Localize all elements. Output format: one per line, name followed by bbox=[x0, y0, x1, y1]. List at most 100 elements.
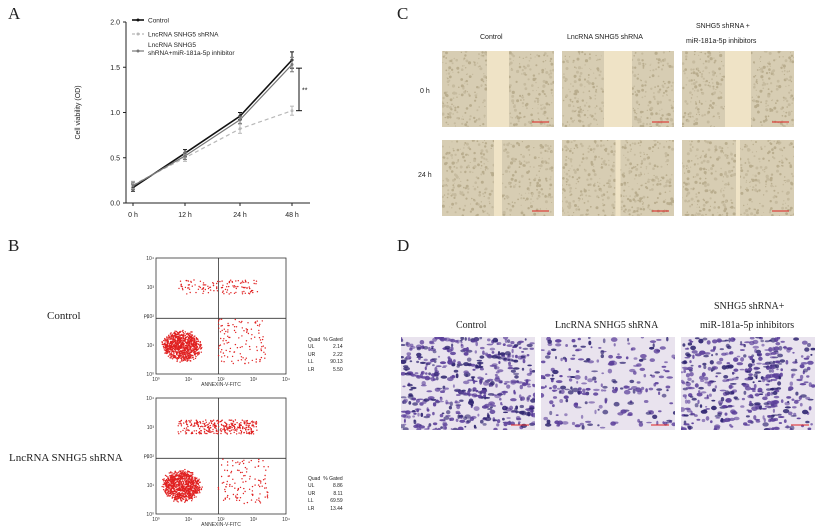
cell-texture bbox=[531, 124, 533, 126]
cell-texture bbox=[709, 54, 712, 57]
cell-texture bbox=[719, 146, 722, 149]
event-dot bbox=[246, 423, 247, 424]
cell-texture bbox=[649, 179, 650, 180]
cell-texture bbox=[538, 184, 541, 187]
cell-texture bbox=[580, 83, 583, 86]
cell-texture bbox=[491, 206, 493, 208]
cell-texture bbox=[462, 156, 465, 159]
cell-texture bbox=[597, 145, 599, 147]
event-dot bbox=[187, 336, 188, 337]
event-dot bbox=[244, 423, 245, 424]
cell-texture bbox=[650, 112, 653, 115]
event-dot bbox=[220, 344, 221, 345]
cell-texture bbox=[709, 141, 712, 144]
cell-texture bbox=[745, 189, 746, 190]
event-dot bbox=[178, 474, 179, 475]
cell-texture bbox=[659, 101, 662, 104]
cell-texture bbox=[576, 71, 579, 74]
event-dot bbox=[217, 281, 218, 282]
cell-texture bbox=[536, 54, 538, 56]
event-dot bbox=[247, 322, 248, 323]
cell-texture bbox=[594, 113, 596, 115]
cell-texture bbox=[445, 162, 447, 164]
event-dot bbox=[225, 340, 226, 341]
cell-texture bbox=[779, 173, 781, 175]
event-dot bbox=[227, 495, 228, 496]
cell-texture bbox=[791, 111, 792, 112]
cell-texture bbox=[546, 124, 549, 127]
cell-texture bbox=[712, 164, 715, 167]
cell-texture bbox=[601, 194, 604, 197]
event-dot bbox=[172, 485, 173, 486]
cell-texture bbox=[477, 140, 479, 142]
event-dot bbox=[196, 477, 197, 478]
cell-texture bbox=[487, 168, 489, 170]
event-dot bbox=[243, 475, 244, 476]
cell-texture bbox=[612, 165, 615, 168]
cell-texture bbox=[550, 58, 552, 60]
event-dot bbox=[256, 281, 257, 282]
event-dot bbox=[184, 348, 185, 349]
cell-texture bbox=[716, 105, 717, 106]
cell-texture bbox=[713, 92, 716, 95]
cell-texture bbox=[666, 180, 669, 183]
cell-texture bbox=[456, 117, 458, 119]
cell-texture bbox=[691, 160, 693, 162]
cell-texture bbox=[461, 153, 464, 156]
event-dot bbox=[191, 343, 192, 344]
cell-texture bbox=[642, 97, 644, 99]
event-dot bbox=[224, 355, 225, 356]
cell-texture bbox=[538, 93, 541, 96]
event-dot bbox=[233, 494, 234, 495]
cell-texture bbox=[779, 56, 781, 58]
x-tick-label: 0 h bbox=[128, 212, 138, 219]
cell-texture bbox=[584, 86, 585, 87]
event-dot bbox=[213, 420, 214, 421]
cell-texture bbox=[771, 183, 773, 185]
cell-texture bbox=[588, 190, 589, 191]
cell-texture bbox=[530, 114, 533, 117]
cell-texture bbox=[685, 55, 688, 58]
cell-texture bbox=[792, 103, 793, 104]
cell-texture bbox=[593, 166, 594, 167]
cell-texture bbox=[687, 77, 688, 78]
stained-cell bbox=[450, 402, 453, 407]
event-dot bbox=[186, 496, 187, 497]
event-dot bbox=[177, 351, 178, 352]
event-dot bbox=[201, 352, 202, 353]
cell-texture bbox=[536, 189, 538, 191]
cell-texture bbox=[647, 110, 648, 111]
cell-texture bbox=[456, 111, 458, 113]
event-dot bbox=[178, 339, 179, 340]
event-dot bbox=[176, 489, 177, 490]
cell-texture bbox=[621, 209, 623, 211]
cell-texture bbox=[777, 192, 779, 194]
event-dot bbox=[173, 500, 174, 501]
cell-texture bbox=[568, 89, 569, 90]
cell-texture bbox=[594, 156, 597, 159]
cell-texture bbox=[589, 53, 591, 55]
cell-texture bbox=[599, 183, 600, 184]
cell-texture bbox=[657, 197, 659, 199]
cell-texture bbox=[633, 108, 634, 109]
event-dot bbox=[230, 420, 231, 421]
cell-texture bbox=[529, 182, 531, 184]
cell-texture bbox=[694, 85, 697, 88]
cell-texture bbox=[697, 163, 699, 165]
cell-texture bbox=[646, 117, 648, 119]
event-dot bbox=[194, 341, 195, 342]
cell-texture bbox=[664, 83, 666, 85]
cell-texture bbox=[587, 110, 588, 111]
cell-texture bbox=[481, 149, 484, 152]
event-dot bbox=[178, 433, 179, 434]
event-dot bbox=[167, 490, 168, 491]
event-dot bbox=[258, 480, 259, 481]
event-dot bbox=[223, 293, 224, 294]
cell-texture bbox=[545, 168, 547, 170]
event-dot bbox=[194, 422, 195, 423]
event-dot bbox=[167, 492, 168, 493]
event-dot bbox=[183, 482, 184, 483]
cell-texture bbox=[519, 63, 520, 64]
event-dot bbox=[164, 343, 165, 344]
event-dot bbox=[184, 502, 185, 503]
